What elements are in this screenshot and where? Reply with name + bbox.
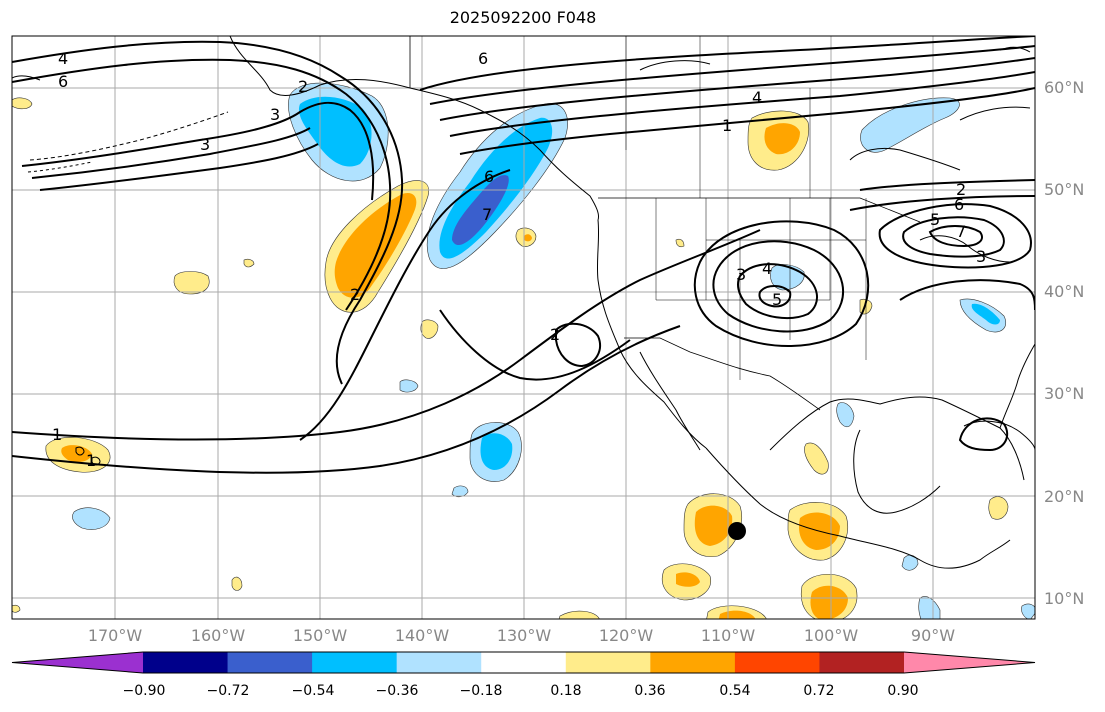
- colorbar-segment: [819, 652, 905, 673]
- map-frame: [11, 35, 1036, 620]
- contour-label: 1: [52, 425, 62, 444]
- lat-label-20n: 20°N: [1044, 487, 1085, 506]
- contour-label: 5: [772, 290, 782, 309]
- colorbar-segment: [481, 652, 567, 673]
- contour-label: 3: [200, 135, 210, 154]
- contour-label: 2: [956, 180, 966, 199]
- colorbar-segment: [312, 652, 398, 673]
- lon-label-170w: 170°W: [87, 626, 143, 645]
- colorbar-tick-label: 0.54: [719, 683, 751, 699]
- contour-label: 2: [298, 77, 308, 96]
- lon-label-150w: 150°W: [292, 626, 348, 645]
- lat-label-30n: 30°N: [1044, 384, 1085, 403]
- contour-label: 4: [58, 49, 68, 68]
- colorbar-extend-max: [904, 652, 1035, 673]
- lon-label-110w: 110°W: [700, 626, 756, 645]
- contour-label: 6: [58, 72, 68, 91]
- lon-label-100w: 100°W: [803, 626, 859, 645]
- lon-label-130w: 130°W: [496, 626, 552, 645]
- colorbar-tick-label: 0.18: [550, 683, 582, 699]
- colorbar-segment: [565, 652, 651, 673]
- contour-label: 4: [752, 88, 762, 107]
- lat-lon-grid: [12, 36, 1035, 619]
- colorbar-tick-label: −0.72: [206, 683, 250, 699]
- colorbar-outline: [11, 651, 1036, 674]
- colorbar: [11, 651, 1036, 674]
- colorbar-segment: [227, 652, 313, 673]
- colorbar-extend-min: [12, 652, 143, 673]
- contour-label: 7: [482, 205, 492, 224]
- map-title: 2025092200 F048: [449, 8, 597, 27]
- contour-label: 1: [722, 116, 732, 135]
- coastlines-and-borders: [12, 36, 1035, 569]
- lon-label-120w: 120°W: [598, 626, 654, 645]
- contour-label: 6: [478, 49, 488, 68]
- contour-lines: [12, 36, 1035, 474]
- colorbar-tick-label: 0.90: [887, 683, 919, 699]
- contour-label: 2: [350, 285, 360, 304]
- lon-label-90w: 90°W: [910, 626, 956, 645]
- contour-label: 6: [484, 167, 494, 186]
- contour-label: 1: [86, 451, 96, 470]
- contour-label: 3: [736, 265, 746, 284]
- lat-label-10n: 10°N: [1044, 589, 1085, 608]
- contour-label: 4: [762, 259, 772, 278]
- colorbar-tick-label: −0.54: [291, 683, 335, 699]
- contour-label: 3: [976, 247, 986, 266]
- contour-label: 7: [956, 222, 966, 241]
- lat-label-40n: 40°N: [1044, 282, 1085, 301]
- contour-label: 6: [954, 195, 964, 214]
- contour-label: 5: [930, 210, 940, 229]
- colorbar-segment: [396, 652, 482, 673]
- contour-value-labels: 4 6 6 4 1 2 2 3 6 7 4 3 5 2 1 1 2 3 6 7 …: [52, 49, 986, 470]
- contour-label: 2: [550, 325, 560, 344]
- storm-position-marker: [728, 522, 746, 540]
- colorbar-tick-label: −0.90: [122, 683, 166, 699]
- colorbar-tick-label: 0.72: [803, 683, 835, 699]
- colorbar-segment: [650, 652, 736, 673]
- colorbar-tick-label: 0.36: [634, 683, 666, 699]
- lat-label-60n: 60°N: [1044, 78, 1085, 97]
- colorbar-tick-label: −0.36: [375, 683, 419, 699]
- lon-label-160w: 160°W: [190, 626, 246, 645]
- colorbar-tick-label: −0.18: [459, 683, 503, 699]
- colorbar-segment: [143, 652, 229, 673]
- contour-label: 3: [270, 105, 280, 124]
- lon-label-140w: 140°W: [394, 626, 450, 645]
- colorbar-segment: [734, 652, 820, 673]
- lat-label-50n: 50°N: [1044, 180, 1085, 199]
